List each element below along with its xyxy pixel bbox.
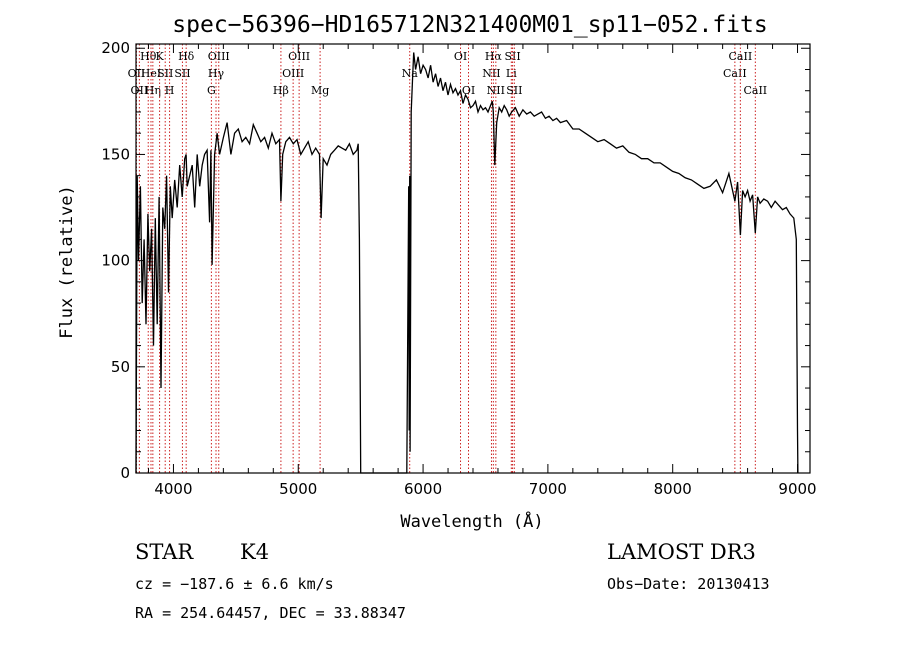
x-tick-label: 6000 <box>404 480 442 498</box>
line-marker-label: Hθ <box>140 50 157 63</box>
line-marker-label: Na <box>402 67 419 80</box>
object-class: STAR <box>135 540 194 564</box>
line-marker-label: SII <box>174 67 190 80</box>
line-marker-label: CaII <box>729 50 753 63</box>
x-axis-label: Wavelength (Å) <box>400 510 543 532</box>
y-tick-label: 0 <box>120 464 130 482</box>
y-tick-label: 150 <box>101 145 130 163</box>
x-tick-label: 9000 <box>778 480 816 498</box>
line-markers: OIIOIIHθHeIHηKSIIHSIIHδGHγOIIIHβOIIIOIII… <box>128 44 767 473</box>
line-marker-label: OIII <box>282 67 304 80</box>
line-marker-label: SII <box>504 50 520 63</box>
plot-frame <box>135 43 811 474</box>
spectrum-series-line <box>135 52 799 474</box>
observation-date: Obs−Date: 20130413 <box>607 575 770 593</box>
line-marker-label: NII <box>482 67 500 80</box>
line-marker-label: CaII <box>743 84 767 97</box>
survey-name: LAMOST DR3 <box>607 540 756 564</box>
redshift-velocity: cz = −187.6 ± 6.6 km/s <box>135 575 334 593</box>
line-marker-label: Mg <box>311 84 329 97</box>
x-tick-label: 8000 <box>654 480 692 498</box>
chart-title: spec−56396−HD165712N321400M01_sp11−052.f… <box>172 12 767 38</box>
line-marker-label: HeI <box>141 67 161 80</box>
coordinates: RA = 254.64457, DEC = 33.88347 <box>135 604 406 622</box>
y-axis-label: Flux (relative) <box>57 185 77 339</box>
line-marker-label: G <box>207 84 216 97</box>
line-marker-label: OI <box>454 50 467 63</box>
y-tick-label: 100 <box>101 252 130 270</box>
x-tick-label: 4000 <box>154 480 192 498</box>
line-marker-label: OIII <box>208 50 230 63</box>
line-marker-label: NII <box>487 84 505 97</box>
line-marker-label: Hα <box>485 50 503 63</box>
line-marker-label: K <box>155 50 164 63</box>
line-marker-label: Hη <box>145 84 161 97</box>
line-marker-label: SII <box>157 67 173 80</box>
line-marker-label: SII <box>506 84 522 97</box>
y-tick-label: 50 <box>111 358 130 376</box>
x-tick-label: 5000 <box>279 480 317 498</box>
line-marker-label: Li <box>506 67 517 80</box>
x-tick-label: 7000 <box>529 480 567 498</box>
line-marker-label: H <box>165 84 175 97</box>
line-marker-label: OIII <box>288 50 310 63</box>
line-marker-label: CaII <box>723 67 747 80</box>
y-tick-label: 200 <box>101 39 130 57</box>
line-marker-label: Hδ <box>178 50 195 63</box>
line-marker-label: Hγ <box>208 67 225 80</box>
axis-ticks: 4000 5000 6000 7000 8000 9000 0 50 100 150 200 <box>101 39 816 498</box>
spectral-subclass: K4 <box>240 540 270 564</box>
line-marker-label: OI <box>462 84 475 97</box>
line-marker-label: Hβ <box>273 84 289 97</box>
